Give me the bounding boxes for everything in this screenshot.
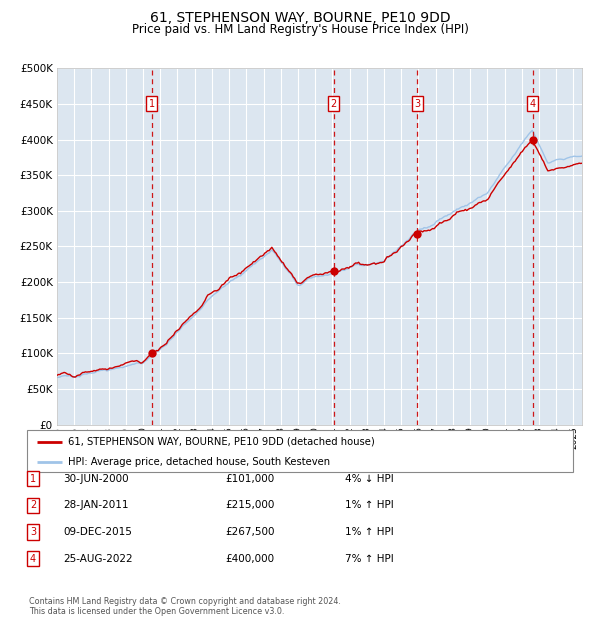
Text: 4% ↓ HPI: 4% ↓ HPI [345, 474, 394, 484]
Text: Contains HM Land Registry data © Crown copyright and database right 2024.: Contains HM Land Registry data © Crown c… [29, 597, 341, 606]
Text: 30-JUN-2000: 30-JUN-2000 [63, 474, 128, 484]
Text: 2: 2 [30, 500, 36, 510]
Text: 1% ↑ HPI: 1% ↑ HPI [345, 500, 394, 510]
Text: 3: 3 [415, 99, 421, 109]
Text: 28-JAN-2011: 28-JAN-2011 [63, 500, 128, 510]
Text: 3: 3 [30, 527, 36, 537]
Text: 2: 2 [331, 99, 337, 109]
Text: 4: 4 [30, 554, 36, 564]
Text: £267,500: £267,500 [225, 527, 275, 537]
Text: 1% ↑ HPI: 1% ↑ HPI [345, 527, 394, 537]
Text: £101,000: £101,000 [225, 474, 274, 484]
Text: 7% ↑ HPI: 7% ↑ HPI [345, 554, 394, 564]
Text: 61, STEPHENSON WAY, BOURNE, PE10 9DD: 61, STEPHENSON WAY, BOURNE, PE10 9DD [149, 11, 451, 25]
Text: 4: 4 [530, 99, 536, 109]
Text: 09-DEC-2015: 09-DEC-2015 [63, 527, 132, 537]
Text: 61, STEPHENSON WAY, BOURNE, PE10 9DD (detached house): 61, STEPHENSON WAY, BOURNE, PE10 9DD (de… [68, 436, 374, 446]
Text: £215,000: £215,000 [225, 500, 274, 510]
Text: 25-AUG-2022: 25-AUG-2022 [63, 554, 133, 564]
Text: Price paid vs. HM Land Registry's House Price Index (HPI): Price paid vs. HM Land Registry's House … [131, 23, 469, 36]
Text: 1: 1 [30, 474, 36, 484]
Text: HPI: Average price, detached house, South Kesteven: HPI: Average price, detached house, Sout… [68, 457, 330, 467]
Text: 1: 1 [149, 99, 155, 109]
Text: This data is licensed under the Open Government Licence v3.0.: This data is licensed under the Open Gov… [29, 607, 284, 616]
Text: £400,000: £400,000 [225, 554, 274, 564]
